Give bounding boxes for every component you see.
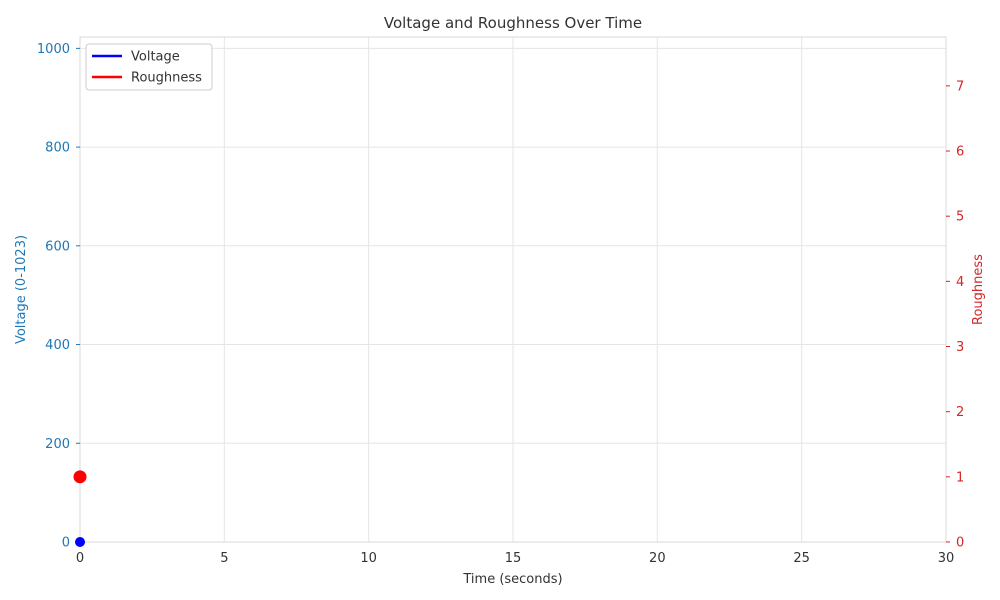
x-tick-label: 30 <box>938 551 955 566</box>
y-right-tick-label: 6 <box>956 145 964 160</box>
y-axis-right-label: Roughness <box>971 254 986 325</box>
y-axis-left-label: Voltage (0-1023) <box>14 235 29 344</box>
y-right-tick-label: 3 <box>956 340 964 355</box>
x-tick-label: 25 <box>793 551 810 566</box>
y-right-tick-label: 0 <box>956 536 964 551</box>
y-left-tick-label: 400 <box>45 338 70 353</box>
y-right-tick-label: 2 <box>956 405 964 420</box>
chart-title: Voltage and Roughness Over Time <box>384 14 642 32</box>
legend-label-voltage: Voltage <box>131 50 180 65</box>
data-point-voltage <box>75 537 85 547</box>
x-tick-label: 15 <box>505 551 522 566</box>
x-tick-label: 20 <box>649 551 666 566</box>
series-layer <box>73 470 87 547</box>
plot-frame <box>79 36 947 543</box>
y-left-tick-label: 800 <box>45 141 70 156</box>
x-axis-label: Time (seconds) <box>462 572 562 587</box>
y-left-tick-label: 1000 <box>37 42 70 57</box>
legend-label-roughness: Roughness <box>131 71 202 86</box>
x-tick-label: 0 <box>76 551 84 566</box>
y-right-tick-label: 1 <box>956 470 964 485</box>
y-left-tick-label: 200 <box>45 437 70 452</box>
y-right-tick-label: 7 <box>956 79 964 94</box>
x-tick-label: 10 <box>360 551 377 566</box>
y-left-tick-label: 600 <box>45 239 70 254</box>
y-right-tick-label: 4 <box>956 275 964 290</box>
y-left-tick-label: 0 <box>62 536 70 551</box>
data-point-roughness <box>73 470 87 484</box>
grid-layer <box>79 37 947 543</box>
legend: Voltage Roughness <box>85 43 213 91</box>
x-tick-label: 5 <box>220 551 228 566</box>
y-right-tick-label: 5 <box>956 210 964 225</box>
